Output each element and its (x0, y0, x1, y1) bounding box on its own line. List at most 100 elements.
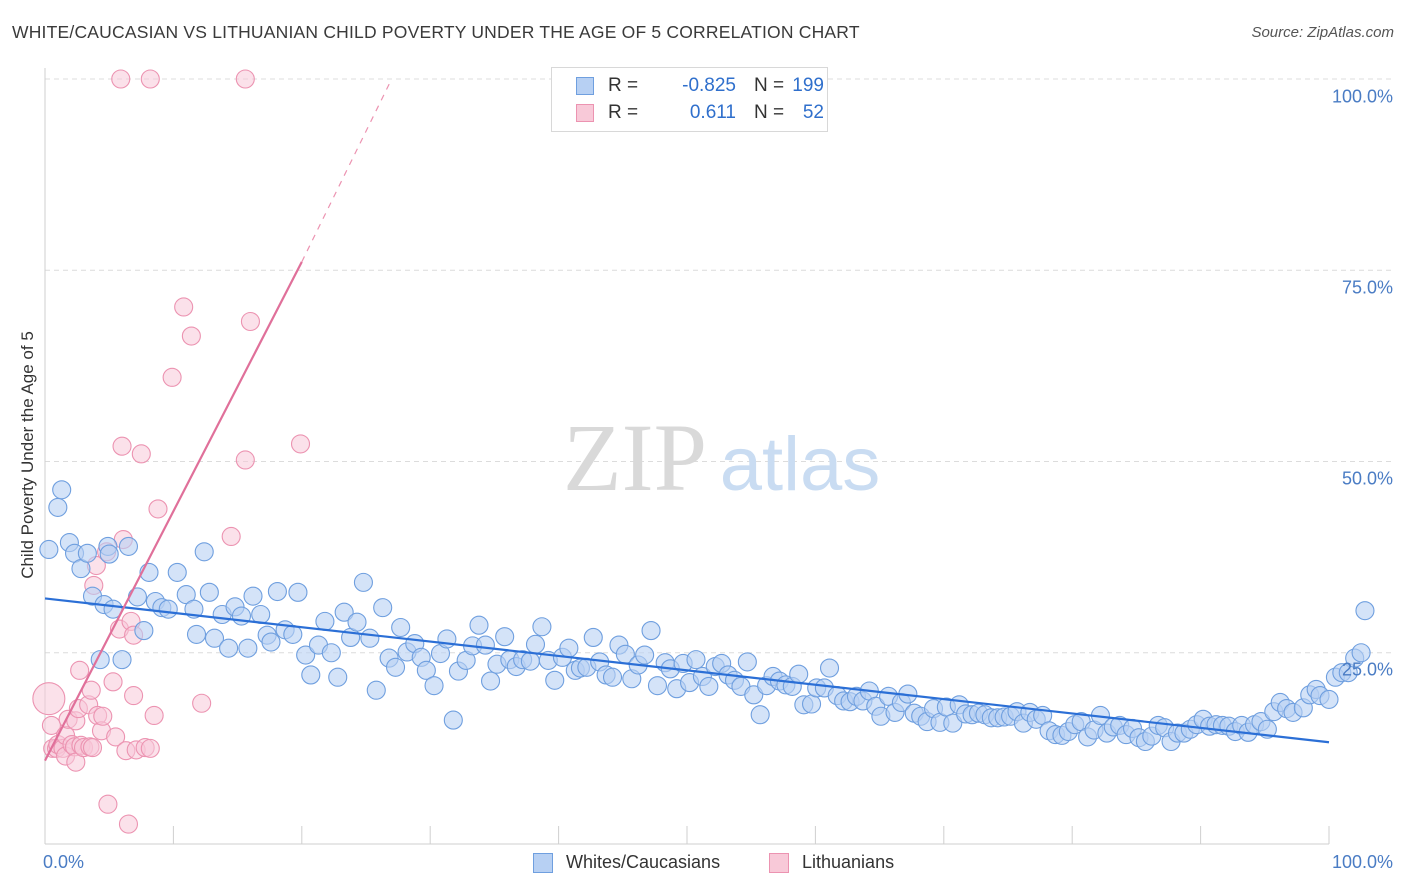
white-point (334, 602, 354, 622)
white-trendline (44, 597, 1330, 744)
lithuanian-point (124, 686, 144, 706)
lithuanian-point (240, 311, 260, 332)
white-point (39, 539, 59, 560)
white-point (301, 665, 321, 685)
lithuanian-point (221, 526, 241, 547)
lithuanian-point (70, 660, 90, 680)
lithuanian-point (162, 367, 182, 387)
white-point (158, 599, 178, 619)
y-axis-label: Child Poverty Under the Age of 5 (18, 331, 37, 579)
white-legend-swatch (533, 853, 553, 873)
lithuanian-point (131, 444, 151, 464)
white-point (261, 632, 281, 652)
white-point (559, 638, 579, 658)
white-point (99, 544, 119, 564)
lithuanian-point (148, 499, 168, 519)
white-point (424, 676, 444, 696)
lithuanians-points (32, 69, 311, 834)
white-point (699, 676, 719, 696)
white-point (801, 694, 822, 714)
white-point (545, 670, 565, 690)
watermark-zip: ZIP (563, 404, 707, 511)
lithuanian-point (98, 794, 118, 814)
white-point (127, 587, 147, 607)
source-label: Source: ZipAtlas.com (1251, 24, 1394, 41)
white-point (416, 660, 436, 680)
white-point (495, 627, 515, 647)
lithuanian-point (112, 436, 132, 456)
lithuanian-trendline (44, 261, 303, 762)
r-label: R = (608, 102, 639, 123)
white-point (366, 680, 386, 700)
white-point (243, 586, 263, 606)
lithuanian-point (181, 326, 201, 346)
lithuanian-point (192, 693, 212, 713)
white-point (231, 606, 252, 626)
lithuanian-point (290, 434, 311, 454)
white-point (385, 657, 406, 677)
y-tick-label: 75.0% (1341, 277, 1393, 298)
white-point (819, 658, 840, 678)
white-point (118, 536, 139, 556)
white-point (186, 624, 207, 644)
stats-legend: R = -0.825 N = 199 R = 0.611 N = 52 (551, 67, 828, 132)
lithuanian-legend-swatch (769, 853, 789, 873)
white-point (750, 705, 770, 725)
white-point (391, 617, 411, 638)
white-point (134, 621, 154, 641)
white-point (283, 624, 303, 644)
white-point (437, 629, 457, 649)
white-point (686, 650, 706, 670)
lithuanian-point (93, 706, 113, 726)
white-point (296, 645, 316, 665)
white-point (328, 667, 348, 687)
white-point (267, 581, 287, 602)
x-tick-label-min: 0.0% (43, 852, 85, 872)
white-point (525, 634, 546, 654)
watermark: ZIP atlas (563, 404, 880, 511)
lithuanian-point (235, 69, 255, 89)
whites-points (39, 480, 1375, 752)
n-label: N = (754, 102, 785, 123)
white-point (373, 598, 393, 618)
white-point (321, 643, 341, 663)
white-point (943, 713, 963, 733)
white-point (602, 667, 623, 687)
white-point (737, 652, 757, 672)
white-point (204, 628, 225, 648)
white-point (1351, 643, 1371, 663)
lithuanian-trendline-extension (301, 78, 393, 263)
n-label: N = (754, 75, 785, 96)
legend-label: Whites/Caucasians (566, 852, 721, 872)
lithuanian-point (235, 450, 255, 470)
n-value: 52 (802, 102, 824, 123)
white-point (583, 627, 603, 648)
r-value: -0.825 (682, 75, 736, 96)
white-point (315, 611, 335, 631)
lithuanian-point (111, 69, 131, 89)
y-tick-label: 100.0% (1331, 86, 1393, 107)
white-point (635, 645, 655, 665)
white-point (443, 710, 463, 730)
lithuanian-point (82, 738, 103, 758)
white-point (48, 497, 68, 517)
white-point (347, 612, 367, 632)
white-point (647, 676, 668, 696)
lithuanian-point (103, 672, 123, 692)
white-point (288, 582, 308, 602)
white-point (744, 685, 764, 705)
y-tick-label: 25.0% (1341, 659, 1393, 680)
white-point (789, 664, 809, 684)
white-point (167, 562, 187, 582)
white-point (480, 671, 501, 691)
white-point (475, 635, 495, 655)
white-point (469, 615, 489, 635)
y-tick-label: 50.0% (1341, 468, 1393, 489)
r-label: R = (608, 75, 639, 96)
lithuanian-point (140, 738, 160, 758)
legend-label: Lithuanians (802, 852, 895, 872)
trendlines (44, 78, 1330, 762)
white-point (194, 542, 214, 562)
white-point (1319, 689, 1339, 709)
lithuanian-point (174, 297, 194, 317)
